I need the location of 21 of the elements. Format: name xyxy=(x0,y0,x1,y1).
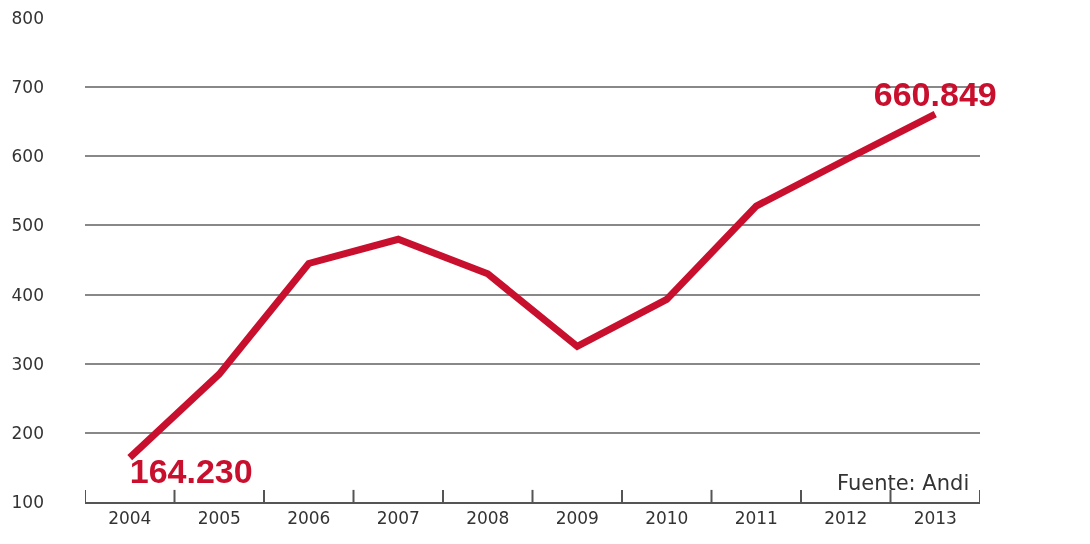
x-tick-label: 2004 xyxy=(108,508,152,529)
x-tick-label: 2013 xyxy=(913,508,957,529)
x-tick-label: 2005 xyxy=(197,508,241,529)
y-tick-label: 100 xyxy=(11,491,44,512)
y-tick-label: 400 xyxy=(11,284,44,305)
x-tick-label: 2009 xyxy=(555,508,599,529)
x-tick-label: 2010 xyxy=(645,508,689,529)
y-tick-label: 200 xyxy=(11,422,44,443)
x-tick-label: 2007 xyxy=(376,508,420,529)
y-tick-label: 300 xyxy=(11,353,44,374)
data-label: 660.849 xyxy=(873,74,997,113)
annotation: Fuente: Andi xyxy=(837,471,970,495)
y-tick-label: 700 xyxy=(11,77,44,98)
x-tick-label: 2012 xyxy=(824,508,868,529)
y-tick-label: 600 xyxy=(11,146,44,167)
y-tick-label: 800 xyxy=(11,7,44,28)
y-tick-label: 500 xyxy=(11,215,44,236)
x-tick-label: 2011 xyxy=(734,508,778,529)
x-tick-label: 2008 xyxy=(466,508,510,529)
data-label: 164.230 xyxy=(129,452,253,491)
x-tick-label: 2006 xyxy=(287,508,331,529)
